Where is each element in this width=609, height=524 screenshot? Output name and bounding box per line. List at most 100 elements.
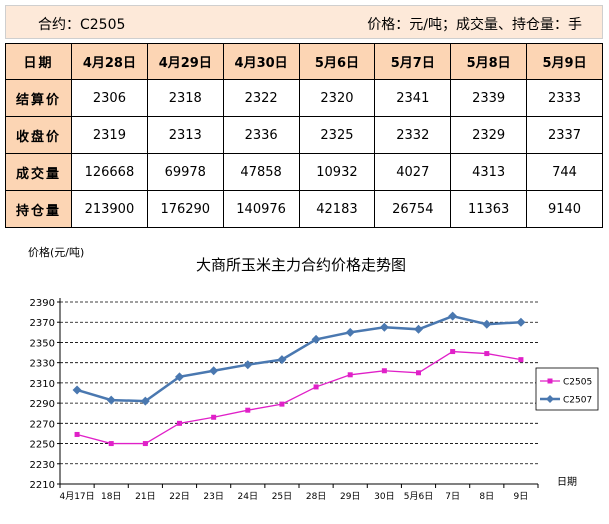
data-point-C2505 <box>177 420 182 426</box>
data-point-C2507 <box>106 395 116 405</box>
table-header-cell: 日期 <box>5 43 72 80</box>
price-trend-chart: 价格(元/吨) 大商所玉米主力合约价格走势图 日期 2210 2230 2250 22… <box>28 245 599 502</box>
row-label: 收盘价 <box>5 116 72 154</box>
data-point-C2507 <box>345 327 355 337</box>
x-tick-label: 8日 <box>479 491 494 502</box>
x-tick-label: 28日 <box>306 491 326 502</box>
legend-marker-C2505 <box>547 378 553 384</box>
x-tick-label: 30日 <box>374 491 394 502</box>
data-point-C2507 <box>72 385 82 395</box>
table-header-cell: 4月29日 <box>146 43 224 80</box>
data-point-C2505 <box>416 370 421 376</box>
table-cell: 213900 <box>71 190 148 228</box>
table-header-cell: 5月9日 <box>526 43 603 80</box>
data-point-C2505 <box>313 384 319 390</box>
y-tick-label: 2290 <box>30 399 55 410</box>
y-tick-label: 2390 <box>30 298 55 309</box>
x-tick-label: 25日 <box>272 491 292 502</box>
table-header-cell: 4月30日 <box>222 43 300 80</box>
data-point-C2505 <box>347 372 353 378</box>
table-cell: 2336 <box>222 116 300 154</box>
data-point-C2507 <box>243 360 253 370</box>
table-cell: 47858 <box>222 153 300 191</box>
x-tick-label: 22日 <box>169 491 189 502</box>
table-cell: 2341 <box>374 79 452 117</box>
y-tick-label: 2210 <box>30 480 55 491</box>
data-point-C2505 <box>211 414 217 420</box>
legend-marker-C2507 <box>546 395 554 403</box>
table-row: 持仓量 213900 176290 140976 42183 26754 113… <box>5 190 603 228</box>
data-point-C2505 <box>450 349 456 355</box>
data-point-C2507 <box>140 396 150 406</box>
chart-title: 大商所玉米主力合约价格走势图 <box>196 256 406 274</box>
data-point-C2505 <box>518 357 524 363</box>
data-point-C2505 <box>245 407 251 413</box>
legend-label: C2507 <box>563 396 592 406</box>
table-cell: 2306 <box>71 79 148 117</box>
table-cell: 69978 <box>146 153 224 191</box>
price-table: 日期 4月28日 4月29日 4月30日 5月6日 5月7日 5月8日 5月9日… <box>5 43 603 228</box>
data-point-C2505 <box>381 368 387 374</box>
table-header-row: 日期 4月28日 4月29日 4月30日 5月6日 5月7日 5月8日 5月9日 <box>5 43 603 80</box>
data-point-C2507 <box>414 324 423 334</box>
x-tick-label: 18日 <box>101 491 121 502</box>
x-tick-label: 21日 <box>135 491 155 502</box>
y-tick-label: 2370 <box>30 318 55 329</box>
table-row: 收盘价 2319 2313 2336 2325 2332 2329 2337 <box>5 116 603 154</box>
table-cell: 2339 <box>450 79 528 117</box>
x-tick-label: 4月17日 <box>59 491 94 502</box>
x-tick-label: 7日 <box>445 491 460 502</box>
data-point-C2507 <box>448 311 458 321</box>
y-tick-label: 2350 <box>30 338 55 349</box>
table-cell: 2329 <box>450 116 528 154</box>
data-point-C2507 <box>209 366 219 376</box>
data-point-C2505 <box>74 431 80 437</box>
x-tick-label: 23日 <box>203 491 223 502</box>
table-cell: 2319 <box>71 116 148 154</box>
table-cell: 2313 <box>146 116 224 154</box>
units-label: 价格：元/吨；成交量、持仓量：手 <box>367 17 582 33</box>
y-tick-label: 2310 <box>30 379 55 390</box>
table-cell: 4027 <box>374 153 452 191</box>
x-tick-label: 9日 <box>514 491 529 502</box>
table-cell: 2333 <box>526 79 603 117</box>
table-cell: 2337 <box>526 116 603 154</box>
table-cell: 2318 <box>146 79 224 117</box>
data-point-C2505 <box>142 441 148 447</box>
data-point-C2505 <box>108 441 114 447</box>
data-point-C2507 <box>311 334 321 344</box>
y-tick-label: 2250 <box>30 440 55 451</box>
x-tick-label: 5月6日 <box>404 491 433 502</box>
table-cell: 2325 <box>298 116 376 154</box>
table-cell: 4313 <box>450 153 528 191</box>
data-point-C2507 <box>277 355 287 365</box>
table-header-cell: 4月28日 <box>71 43 148 80</box>
row-label: 持仓量 <box>5 190 72 228</box>
table-row: 结算价 2306 2318 2322 2320 2341 2339 2333 <box>5 79 603 117</box>
x-tick-label: 24日 <box>238 491 258 502</box>
table-header-cell: 5月7日 <box>374 43 452 80</box>
table-cell: 140976 <box>222 190 300 228</box>
x-axis-label: 日期 <box>557 476 577 488</box>
table-row: 成交量 126668 69978 47858 10932 4027 4313 7… <box>5 153 603 191</box>
table-cell: 11363 <box>450 190 528 228</box>
data-point-C2505 <box>484 351 490 357</box>
legend: C2505 C2507 <box>535 367 599 411</box>
data-point-C2507 <box>516 317 526 327</box>
series-line-C2507 <box>76 314 522 403</box>
table-cell: 2320 <box>298 79 376 117</box>
table-cell: 2332 <box>374 116 452 154</box>
table-cell: 9140 <box>526 190 603 228</box>
y-tick-label: 2330 <box>30 359 55 370</box>
table-cell: 42183 <box>298 190 376 228</box>
data-point-C2507 <box>379 322 389 332</box>
series-line-C2505 <box>76 350 522 445</box>
data-point-C2507 <box>175 372 184 382</box>
y-tick-label: 2270 <box>30 419 55 430</box>
legend-box <box>535 367 599 411</box>
table-cell: 126668 <box>71 153 148 191</box>
header-bar: 合约：C2505 价格：元/吨；成交量、持仓量：手 <box>5 5 603 39</box>
data-point-C2505 <box>279 401 285 407</box>
data-point-C2507 <box>482 319 492 329</box>
row-label: 成交量 <box>5 153 72 191</box>
